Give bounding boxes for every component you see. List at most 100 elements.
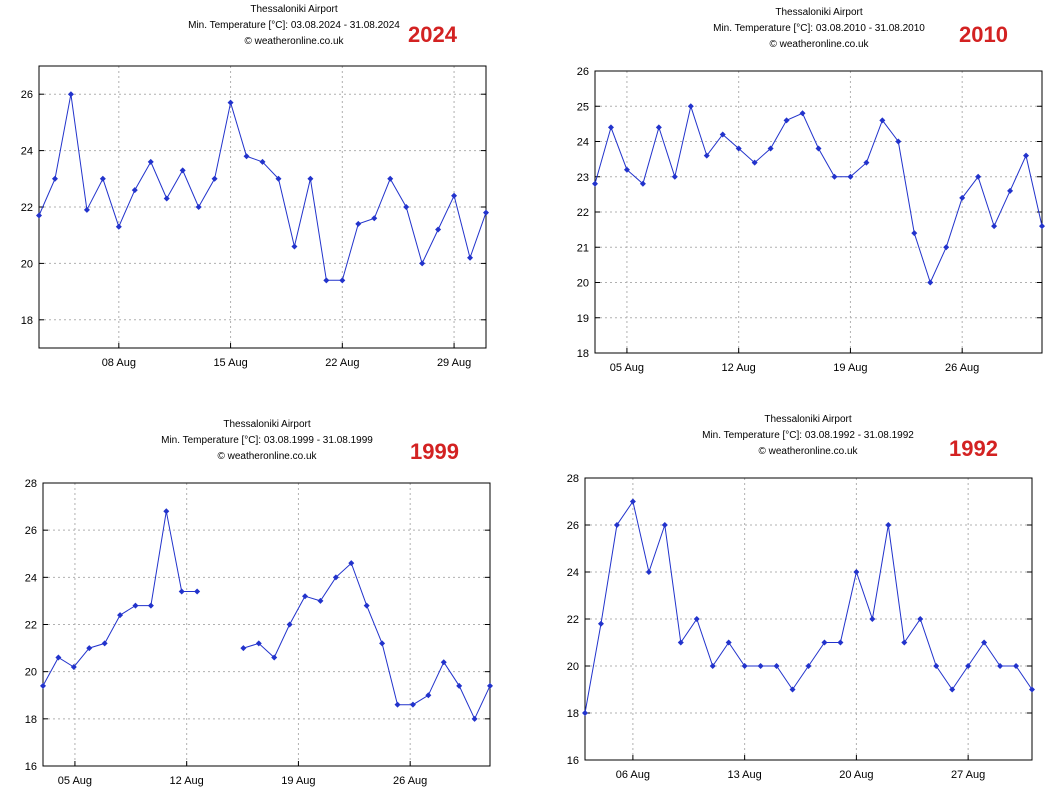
data-point <box>661 522 668 528</box>
y-tick-label: 20 <box>567 661 579 673</box>
x-tick-label: 15 Aug <box>213 357 247 369</box>
data-point <box>163 195 170 202</box>
y-tick-label: 26 <box>577 66 589 78</box>
data-point <box>592 180 598 187</box>
data-point <box>40 682 46 689</box>
data-point <box>132 602 139 609</box>
data-point <box>725 639 732 646</box>
source-credit: © weatheronline.co.uk <box>758 446 858 457</box>
x-tick-label: 26 Aug <box>945 362 979 374</box>
y-tick-label: 24 <box>21 146 33 158</box>
station-name: Thessaloniki Airport <box>775 7 863 18</box>
data-point <box>51 175 58 182</box>
chart-title: Min. Temperature [°C]: 03.08.1999 - 31.0… <box>161 435 373 446</box>
data-point <box>645 569 652 575</box>
x-tick-label: 27 Aug <box>951 769 985 781</box>
data-point <box>719 131 726 138</box>
chart-header: Thessaloniki Airport Min. Temperature [°… <box>658 412 958 460</box>
data-point <box>687 103 694 110</box>
y-tick-label: 18 <box>577 348 589 360</box>
data-point <box>317 597 324 604</box>
year-label: 1999 <box>410 439 459 464</box>
y-tick-label: 22 <box>25 620 37 632</box>
y-tick-label: 26 <box>21 89 33 101</box>
data-point <box>629 498 636 505</box>
data-point <box>1023 152 1030 159</box>
x-tick-label: 05 Aug <box>610 362 644 374</box>
plot-frame <box>594 70 1043 354</box>
data-point <box>409 701 416 708</box>
line-chart: 18 20 22 24 26 08 Aug 15 Aug 22 Aug 29 Aug <box>21 65 489 369</box>
data-point <box>243 153 250 160</box>
data-point <box>147 602 154 609</box>
y-tick-label: 19 <box>577 313 589 325</box>
x-tick-label: 29 Aug <box>437 357 471 369</box>
data-point <box>943 244 950 251</box>
data-point <box>933 663 940 669</box>
data-point <box>487 682 493 689</box>
y-tick-label: 18 <box>567 708 579 720</box>
data-point <box>869 616 876 622</box>
data-point <box>677 639 684 646</box>
station-name: Thessaloniki Airport <box>223 419 311 430</box>
data-point <box>323 277 330 284</box>
data-point <box>901 639 908 646</box>
data-point <box>799 110 806 117</box>
data-point <box>789 686 796 693</box>
data-point <box>991 223 998 230</box>
y-tick-label: 18 <box>25 714 37 726</box>
data-point <box>363 602 370 609</box>
data-point <box>837 639 844 646</box>
y-tick-label: 22 <box>577 207 589 219</box>
data-point <box>403 204 410 210</box>
plot-frame <box>42 482 491 767</box>
data-point <box>179 167 186 174</box>
data-point <box>55 654 62 661</box>
source-credit: © weatheronline.co.uk <box>217 451 317 462</box>
data-point <box>821 639 828 646</box>
y-tick-label: 28 <box>25 478 37 490</box>
data-point <box>227 99 234 106</box>
data-point <box>425 692 432 699</box>
data-point <box>863 159 870 166</box>
data-point <box>394 701 401 708</box>
data-point <box>467 254 474 261</box>
data-point <box>927 279 934 286</box>
plot-frame <box>584 477 1033 761</box>
x-tick-label: 19 Aug <box>281 775 315 787</box>
y-tick-label: 24 <box>577 137 589 149</box>
data-point <box>879 117 886 124</box>
year-label: 1992 <box>949 436 998 461</box>
y-tick-label: 24 <box>25 572 37 584</box>
y-tick-label: 18 <box>21 315 33 327</box>
data-point <box>194 588 201 595</box>
data-point <box>597 620 604 627</box>
data-point <box>847 173 854 180</box>
data-point <box>709 663 716 669</box>
data-point <box>355 220 362 227</box>
y-tick-label: 28 <box>567 473 579 485</box>
data-point <box>332 574 339 581</box>
x-tick-label: 05 Aug <box>58 775 92 787</box>
data-point <box>117 612 124 619</box>
data-point <box>371 215 378 222</box>
chart-panel-2010: Thessaloniki Airport Min. Temperature [°… <box>531 0 1063 400</box>
station-name: Thessaloniki Airport <box>764 414 852 425</box>
data-point <box>195 204 202 210</box>
chart-panel-1999: Thessaloniki Airport Min. Temperature [°… <box>0 400 531 800</box>
chart-panel-2024: Thessaloniki Airport Min. Temperature [°… <box>0 0 531 400</box>
data-point <box>291 243 298 250</box>
plot-frame <box>38 65 487 349</box>
series-line <box>594 104 1043 284</box>
data-point <box>981 639 988 646</box>
x-tick-label: 26 Aug <box>393 775 427 787</box>
data-point <box>440 659 447 666</box>
data-point <box>307 175 314 182</box>
year-label: 2024 <box>408 22 457 47</box>
data-point <box>639 180 646 187</box>
line-chart: 16 18 20 22 24 26 28 06 Aug 13 Aug 20 Aug 27 Aug <box>567 473 1035 781</box>
x-tick-label: 20 Aug <box>839 769 873 781</box>
data-point <box>607 124 614 131</box>
source-credit: © weatheronline.co.uk <box>769 39 869 50</box>
data-point <box>613 522 620 528</box>
